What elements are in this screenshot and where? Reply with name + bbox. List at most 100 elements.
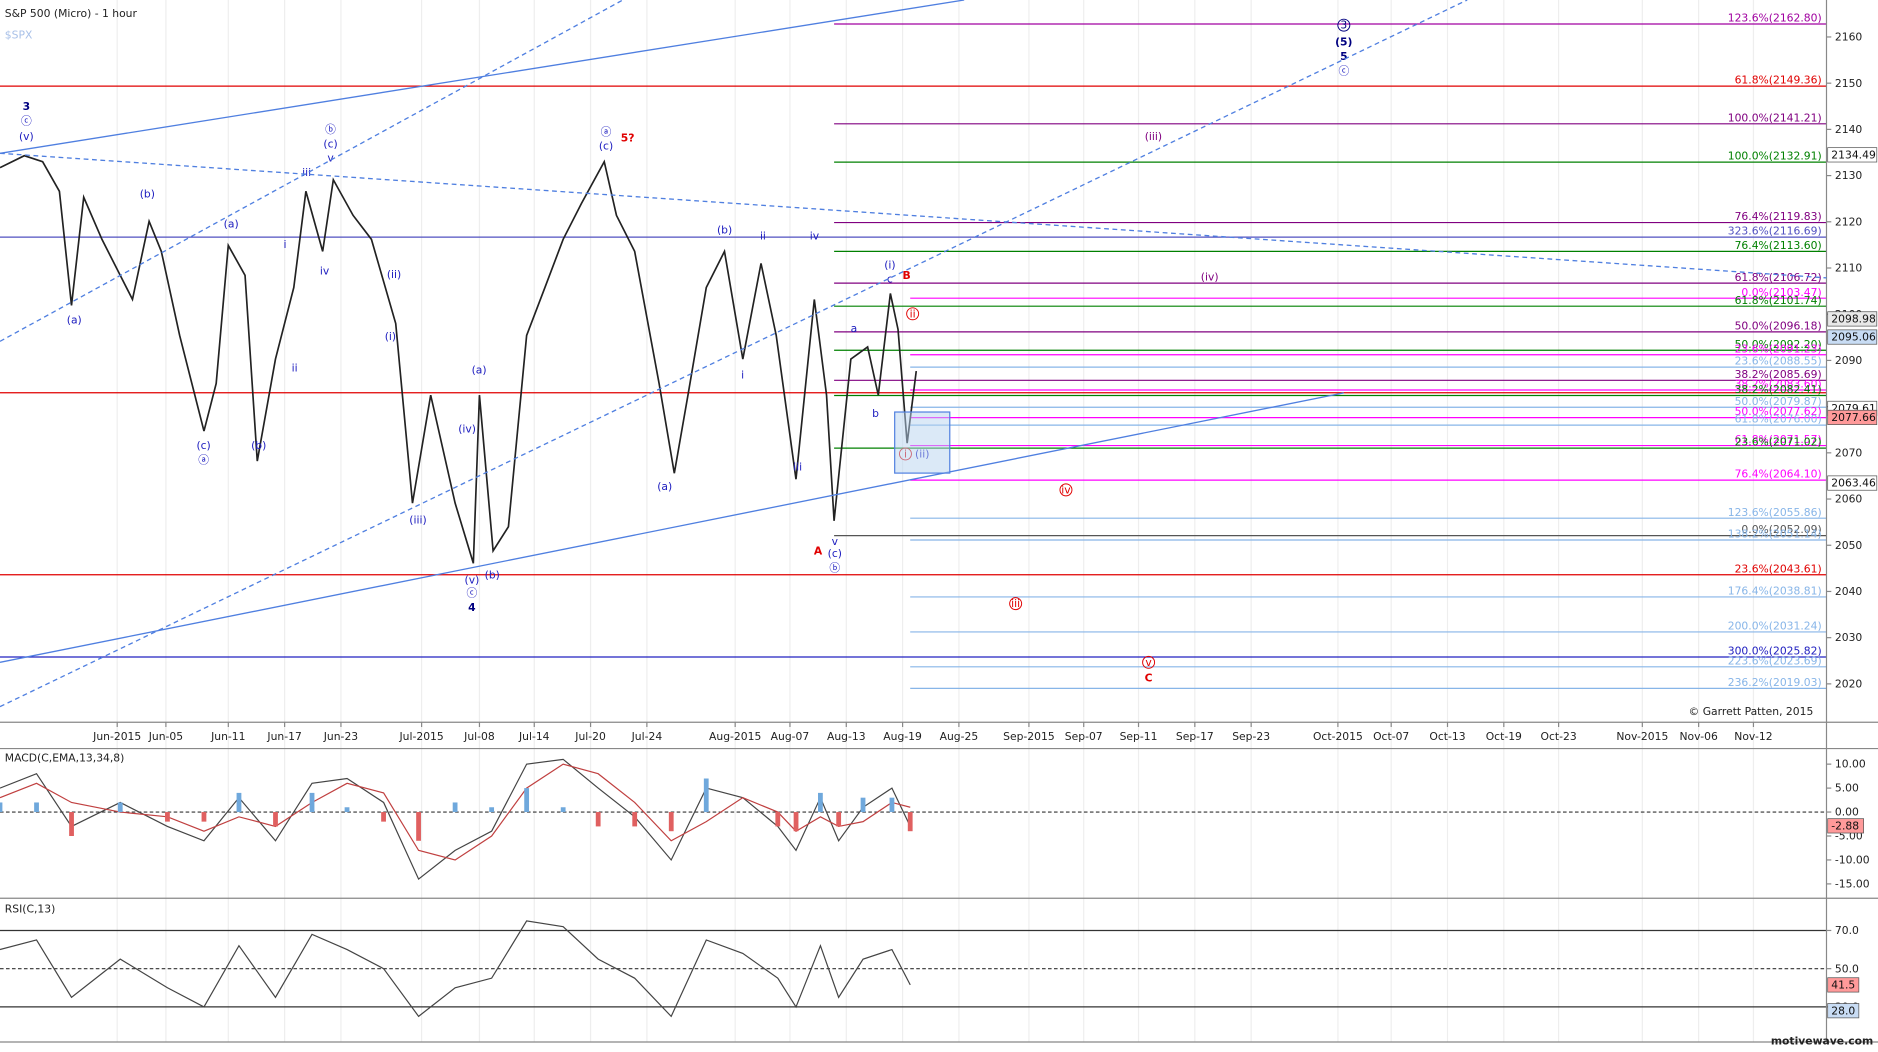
wave-label: ii: [910, 307, 916, 320]
x-tick-label: Aug-2015: [709, 730, 761, 743]
macd-badge-label: -2.88: [1831, 819, 1859, 832]
fib-label: 38.2%(2085.69): [1735, 368, 1822, 381]
y-tick-label: 2090: [1835, 354, 1863, 367]
histogram-bar: [165, 812, 170, 822]
price-badge-label: 2077.66: [1831, 411, 1876, 424]
wave-label: ⓒ: [21, 115, 32, 128]
rsi-badge-label: 41.5: [1831, 978, 1855, 991]
x-tick-label: Jun-05: [148, 730, 183, 743]
x-tick-label: Jun-23: [323, 730, 358, 743]
price-badge-label: 2098.98: [1831, 313, 1876, 326]
fib-label: 0.0%(2103.47): [1741, 286, 1821, 299]
price-badge-label: 2134.49: [1831, 148, 1876, 161]
fib-label: 61.8%(2071.57): [1735, 433, 1822, 446]
target-box: [894, 411, 951, 474]
fib-label: 23.6%(2091.23): [1735, 342, 1822, 355]
wave-label: (iv): [458, 422, 476, 435]
wave-label: iv: [810, 230, 820, 243]
fib-label: 0.0%(2052.09): [1741, 523, 1821, 536]
wave-label: (ii): [387, 268, 401, 281]
wave-circle: [1337, 18, 1351, 32]
macd-line: [0, 763, 911, 861]
x-tick-label: Jul-20: [574, 730, 606, 743]
histogram-bar: [381, 812, 386, 822]
x-tick-label: Jul-08: [463, 730, 495, 743]
fib-label: 100.0%(2132.91): [1728, 150, 1822, 163]
histogram-bar: [560, 807, 566, 813]
wave-label: c: [887, 273, 893, 286]
wave-label: a: [851, 322, 858, 335]
fib-label: 76.4%(2064.10): [1735, 468, 1822, 481]
y-tick-label: 2020: [1835, 677, 1863, 690]
histogram-bar: [201, 812, 207, 822]
panel-title: RSI(C,13): [5, 903, 56, 916]
fib-label: 76.4%(2113.60): [1735, 239, 1822, 252]
wave-label: iv: [1061, 483, 1071, 496]
wave-circle: [906, 307, 920, 321]
wave-label: A: [814, 545, 823, 558]
y-tick-label: 2120: [1835, 215, 1863, 228]
wave-label: (a): [657, 480, 672, 493]
y-tick-label: 2040: [1835, 585, 1863, 598]
histogram-bar: [595, 812, 601, 827]
wave-label: (5): [1335, 36, 1352, 49]
x-tick-label: Jun-17: [266, 730, 301, 743]
histogram-bar: [236, 792, 242, 813]
x-tick-label: Sep-2015: [1003, 730, 1055, 743]
wave-label: (b): [485, 568, 500, 581]
wave-label: iv: [320, 264, 330, 277]
wave-label: ⓑ: [325, 123, 336, 136]
wave-label: v: [327, 152, 334, 165]
fib-label: 61.8%(2076.00): [1735, 413, 1822, 426]
histogram-bar: [117, 802, 123, 813]
wave-label: (b): [140, 188, 155, 201]
wave-label: 5?: [621, 131, 635, 144]
y-tick-label: 2110: [1835, 262, 1863, 275]
x-tick-label: Jun-11: [210, 730, 245, 743]
wave-label: (b): [717, 224, 732, 237]
wave-label: ii: [760, 230, 766, 243]
histogram-bar: [836, 812, 842, 827]
wave-label: (iii): [1145, 130, 1162, 143]
wave-label: 4: [468, 601, 476, 614]
fib-label: 23.6%(2071.02): [1735, 436, 1822, 449]
trendline: [0, 0, 624, 342]
x-tick-label: Nov-2015: [1616, 730, 1668, 743]
x-tick-label: Jul-24: [631, 730, 663, 743]
chart-title: S&P 500 (Micro) - 1 hour: [5, 7, 138, 20]
fib-label: 23.6%(2043.61): [1735, 562, 1822, 575]
x-tick-label: Aug-13: [827, 730, 866, 743]
wave-circle: [1142, 655, 1156, 669]
fib-label: 223.6%(2023.69): [1728, 654, 1822, 667]
rsi-line: [0, 920, 911, 1018]
fib-label: 138.2%(2051.14): [1728, 528, 1822, 541]
wave-label: (iii): [409, 513, 426, 526]
fib-label: 38.2%(2083.60): [1735, 378, 1822, 391]
y-tick-label: 10.00: [1835, 758, 1866, 771]
histogram-bar: [793, 812, 799, 832]
x-tick-label: Nov-06: [1679, 730, 1717, 743]
panel-title: MACD(C,EMA,13,34,8): [5, 752, 125, 765]
histogram-bar: [273, 812, 278, 827]
wave-label: iii: [1011, 597, 1020, 610]
wave-label: C: [1145, 671, 1153, 684]
wave-label: 3: [1340, 19, 1347, 32]
histogram-bar: [889, 797, 895, 813]
wave-label: (v): [465, 573, 480, 586]
price-badge: [1827, 329, 1878, 345]
fib-label: 38.2%(2082.41): [1735, 383, 1822, 396]
x-tick-label: Oct-07: [1373, 730, 1409, 743]
trendline: [0, 392, 1344, 663]
wave-label: v: [1145, 656, 1152, 669]
wave-label: 3: [23, 100, 31, 113]
x-tick-label: Oct-13: [1429, 730, 1465, 743]
fib-label: 200.0%(2031.24): [1728, 620, 1822, 633]
histogram-bar: [0, 802, 3, 813]
histogram-bar: [489, 807, 495, 813]
fib-label: 300.0%(2025.82): [1728, 645, 1822, 658]
wave-label: ⓑ: [829, 561, 840, 574]
histogram-bar: [668, 812, 674, 832]
price-badge: [1827, 311, 1878, 327]
